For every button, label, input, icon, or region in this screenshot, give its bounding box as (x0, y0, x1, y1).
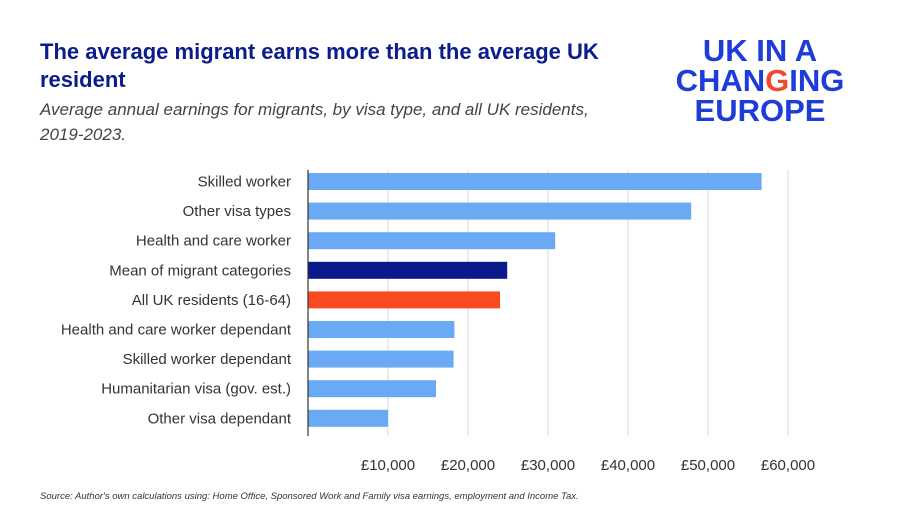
tick-labels: £10,000 £20,000 £30,000 £40,000 £50,000 £60,0… (361, 457, 815, 474)
logo-line-3: EUROPE (694, 93, 826, 128)
chart-title: The average migrant earns more than the … (40, 39, 599, 92)
logo-line-2-end: ING (789, 63, 845, 98)
category-label: Mean of migrant categories (109, 262, 291, 279)
brand-logo: UK IN A CHANGING EUROPE (660, 33, 860, 128)
bar (308, 202, 692, 220)
x-tick-label: £20,000 (441, 457, 495, 474)
bar (308, 291, 500, 309)
bar (308, 380, 436, 398)
logo-line-2: CHANGING (660, 63, 860, 98)
category-label: Other visa dependant (148, 410, 292, 427)
bar (308, 321, 455, 338)
bar (308, 173, 762, 190)
chart-subtitle: Average annual earnings for migrants, by… (40, 100, 589, 144)
logo-line-1: UK IN A (702, 33, 818, 68)
category-label: Skilled worker dependant (123, 351, 292, 368)
bars (308, 173, 762, 427)
x-tick-label: £10,000 (361, 457, 415, 474)
logo-line-2-start: CHAN (675, 63, 766, 98)
logo-accent-letter: G (765, 63, 790, 98)
category-labels: Skilled worker Other visa types Health and… (61, 174, 292, 428)
x-tick-label: £50,000 (681, 457, 735, 474)
source-note: Source: Author's own calculations using:… (40, 491, 579, 502)
bar (308, 261, 508, 279)
bar (308, 350, 454, 368)
bar (308, 232, 556, 250)
category-label: Health and care worker (136, 233, 291, 250)
category-label: Skilled worker (198, 174, 291, 191)
category-label: Humanitarian visa (gov. est.) (101, 381, 291, 398)
category-label: All UK residents (16-64) (132, 292, 291, 309)
category-label: Other visa types (183, 203, 291, 220)
bar (308, 409, 388, 427)
x-tick-label: £30,000 (521, 457, 575, 474)
category-label: Health and care worker dependant (61, 322, 292, 339)
x-tick-label: £40,000 (601, 457, 655, 474)
x-tick-label: £60,000 (761, 457, 815, 474)
